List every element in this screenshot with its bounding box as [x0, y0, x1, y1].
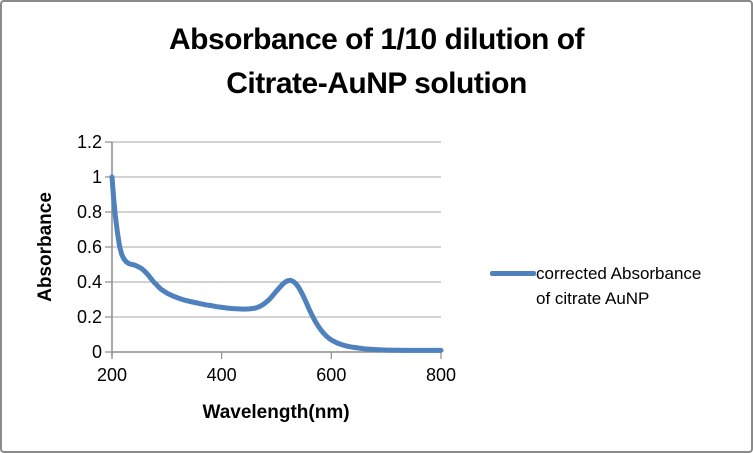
x-axis-title: Wavelength(nm): [202, 402, 350, 423]
legend-label: corrected Absorbance of citrate AuNP: [536, 261, 701, 311]
y-tick-label: 0.2: [76, 307, 102, 327]
legend-line-sample: [490, 271, 536, 276]
x-tick-label: 400: [206, 365, 237, 385]
chart-title: Absorbance of 1/10 dilution of Citrate-A…: [2, 18, 751, 106]
legend-label-line1: corrected Absorbance: [536, 264, 702, 283]
series-line-corrected-absorbance: [109, 174, 444, 353]
chart-title-line1: Absorbance of 1/10 dilution of: [168, 23, 585, 56]
y-tick-label: 0: [91, 342, 102, 362]
legend-label-line2: of citrate AuNP: [536, 289, 650, 308]
y-tick-label: 0.8: [76, 202, 102, 222]
y-tick-label: 0.4: [76, 272, 102, 292]
x-tick-label: 800: [425, 365, 457, 385]
x-tick-label: 600: [316, 365, 347, 385]
y-tick-label: 0.6: [76, 237, 102, 257]
y-tick-label: 1: [91, 167, 102, 187]
legend: corrected Absorbance of citrate AuNP: [490, 261, 701, 311]
chart-title-line2: Citrate-AuNP solution: [226, 67, 527, 100]
y-tick-label: 1.2: [76, 132, 102, 152]
x-tick-label: 200: [96, 365, 128, 385]
